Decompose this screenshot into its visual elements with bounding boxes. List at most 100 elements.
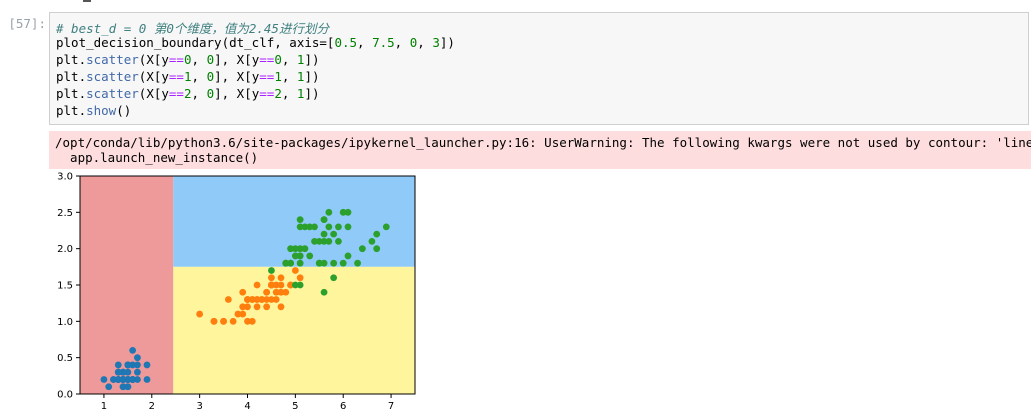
code-token: plt. — [56, 86, 87, 101]
code-token: 0 — [206, 69, 215, 84]
data-point — [119, 376, 127, 383]
x-tick-label: 5 — [292, 401, 298, 412]
data-point — [320, 288, 328, 296]
y-tick-label: 2.0 — [57, 244, 73, 255]
code-token: , — [191, 52, 207, 67]
code-token: 1 — [296, 69, 305, 84]
input-prompt: [57]: — [8, 16, 46, 31]
data-point — [134, 368, 141, 376]
data-point — [268, 281, 275, 289]
data-point — [291, 281, 299, 289]
data-point — [114, 376, 122, 383]
class-2-region — [173, 176, 415, 267]
code-token: , — [191, 69, 207, 84]
code-token: 0 — [409, 35, 418, 50]
data-point — [124, 376, 132, 383]
data-point — [268, 281, 275, 289]
code-token: == — [168, 69, 184, 84]
x-tick-label: 1 — [101, 401, 107, 412]
code-token: , — [281, 86, 297, 101]
data-point — [277, 281, 285, 289]
y-tick-label: 1.0 — [57, 317, 73, 328]
data-point — [277, 288, 285, 296]
y-tick-label: 0.0 — [57, 390, 73, 401]
code-token: (X[y — [138, 69, 169, 84]
code-token: plt. — [56, 52, 87, 67]
data-point — [119, 376, 127, 383]
data-point — [282, 259, 290, 267]
code-cell-editor[interactable]: # best_d = 0 第0个维度，值为2.45进行划分 plot_decisi… — [49, 12, 1029, 125]
code-token: plot_decision_boundary(dt_clf, axis=[ — [56, 35, 335, 50]
stderr-output: /opt/conda/lib/python3.6/site-packages/i… — [49, 131, 1031, 169]
code-token: == — [259, 86, 275, 101]
data-point — [114, 368, 122, 376]
data-point — [253, 281, 261, 289]
data-point — [287, 259, 294, 267]
data-point — [124, 376, 132, 383]
code-token: 0 — [206, 86, 215, 101]
data-point — [306, 223, 314, 231]
data-point — [244, 317, 251, 325]
code-token: ], X[y — [214, 86, 260, 101]
data-point — [263, 296, 271, 303]
data-point — [296, 252, 304, 260]
x-tick-label: 2 — [149, 401, 155, 412]
x-tick-label: 6 — [340, 401, 346, 412]
data-point — [344, 252, 352, 260]
data-point — [119, 376, 127, 383]
code-token: 0 — [206, 52, 215, 67]
code-token: == — [168, 52, 184, 67]
code-token: (X[y — [138, 86, 169, 101]
data-point — [282, 259, 290, 267]
data-point — [134, 361, 141, 369]
data-point — [320, 259, 328, 267]
data-point — [196, 310, 204, 318]
data-point — [119, 376, 127, 383]
data-point — [344, 208, 352, 216]
code-token: ], X[y — [214, 52, 260, 67]
code-token: plt. — [56, 103, 87, 118]
data-point — [277, 274, 285, 282]
data-point — [320, 216, 328, 224]
data-point — [268, 281, 275, 289]
data-point — [272, 281, 280, 289]
code-token: (X[y — [138, 52, 169, 67]
data-point — [287, 245, 294, 253]
data-point — [368, 238, 376, 245]
data-point — [335, 223, 342, 231]
data-point — [296, 274, 304, 282]
data-point — [296, 281, 304, 289]
data-point — [330, 259, 338, 267]
data-point — [124, 376, 132, 383]
code-token: , — [357, 35, 373, 50]
code-token: () — [116, 103, 132, 118]
class-0-region — [80, 176, 174, 394]
data-point — [114, 376, 122, 383]
data-point — [263, 303, 271, 311]
code-token: ]) — [439, 35, 455, 50]
code-token: 1 — [183, 69, 192, 84]
code-token: ]) — [304, 52, 320, 67]
data-point — [282, 259, 290, 267]
warning-text: /opt/conda/lib/python3.6/site-packages/i… — [55, 135, 1031, 150]
data-point — [224, 296, 232, 303]
data-point — [210, 317, 218, 325]
data-point — [296, 259, 304, 267]
data-point — [253, 296, 261, 303]
data-point — [291, 267, 299, 274]
data-point — [330, 274, 338, 282]
x-tick-label: 3 — [196, 401, 202, 412]
data-point — [268, 296, 275, 303]
data-point — [124, 376, 132, 383]
code-token: ]) — [304, 86, 320, 101]
data-point — [244, 303, 251, 311]
data-point — [373, 230, 381, 238]
data-point — [110, 376, 117, 383]
code-token: , — [394, 35, 410, 50]
data-point — [229, 317, 237, 325]
data-point — [143, 361, 151, 369]
data-point — [124, 361, 132, 369]
data-point — [325, 238, 333, 245]
data-point — [373, 245, 381, 253]
data-point — [129, 376, 137, 383]
